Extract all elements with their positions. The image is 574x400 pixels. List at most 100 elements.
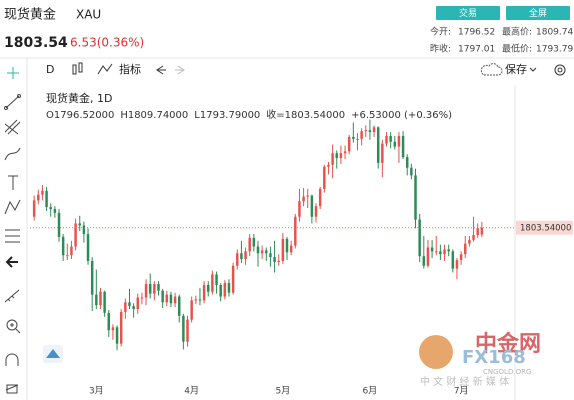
- candle-body: [397, 135, 401, 147]
- candle-body: [78, 223, 81, 226]
- candle-body: [310, 195, 314, 217]
- save-menu[interactable]: [529, 67, 537, 72]
- settings-icon: [557, 67, 563, 73]
- fullscreen-button-label[interactable]: 全屏: [529, 7, 547, 19]
- fullscreen-button[interactable]: [506, 6, 570, 20]
- candle-body: [343, 151, 347, 154]
- candle-body: [318, 188, 322, 207]
- candle-body: [194, 299, 198, 301]
- candle-body: [111, 327, 115, 331]
- candle-body: [244, 251, 247, 260]
- x-tick-label: 4月: [184, 386, 199, 397]
- candle-body: [277, 260, 280, 262]
- price-label: 1803.54000: [520, 223, 571, 233]
- candle-body: [153, 284, 156, 294]
- indicator-icon[interactable]: [97, 63, 113, 75]
- candle-body: [173, 296, 177, 304]
- candle-body: [223, 283, 227, 297]
- candle-body: [410, 167, 413, 176]
- candle-body: [434, 251, 438, 253]
- logo-icon: [46, 349, 60, 358]
- candle-body: [356, 138, 359, 140]
- candle-body: [49, 207, 52, 210]
- stat-label: 最高价:: [502, 26, 532, 38]
- interval-button[interactable]: D: [46, 63, 54, 76]
- candle-body: [339, 153, 343, 159]
- candle-body: [190, 300, 193, 320]
- candle-body: [447, 249, 450, 252]
- candle-body: [198, 299, 202, 301]
- candle-body: [289, 245, 293, 253]
- candle-body: [443, 249, 446, 255]
- candle-body: [219, 285, 222, 297]
- candle-body: [389, 135, 392, 142]
- candle-body: [418, 219, 421, 257]
- candle-body: [107, 312, 111, 331]
- legend-value: +6.53000 (+0.36%): [351, 110, 452, 121]
- stat-label: 今开:: [430, 26, 451, 38]
- last-price: 1803.54: [4, 35, 68, 51]
- candle-body: [294, 216, 297, 246]
- candle-body: [165, 294, 169, 303]
- candle-body: [140, 297, 144, 299]
- legend-value: O1796.52000: [46, 110, 114, 121]
- legend-title: 现货黄金, 1D: [46, 91, 112, 105]
- trade-button-label[interactable]: 交易: [459, 7, 477, 19]
- watermark-brand: 中金网: [475, 331, 541, 357]
- settings-button[interactable]: [554, 64, 566, 76]
- stat-value: 1796.52: [458, 28, 495, 38]
- cloud-icon[interactable]: [480, 63, 503, 76]
- watermark-site: CNGOLD.ORG: [483, 368, 531, 376]
- candle-body: [256, 246, 260, 254]
- candle-body: [381, 143, 384, 163]
- candle-body: [265, 250, 268, 254]
- drawing-tools[interactable]: [4, 67, 21, 394]
- candle-body: [82, 225, 86, 235]
- save-button[interactable]: 保存: [505, 62, 527, 76]
- candle-body: [207, 285, 210, 292]
- candle-body: [177, 296, 181, 316]
- candle-body: [281, 238, 285, 261]
- candle-body: [459, 254, 463, 260]
- candle-body: [186, 319, 189, 342]
- redo-button[interactable]: [175, 65, 185, 75]
- candle-body: [215, 274, 218, 285]
- candle-body: [422, 256, 426, 266]
- watermark-logo: [419, 335, 453, 369]
- candle-body: [331, 153, 334, 165]
- candle-body: [368, 130, 372, 133]
- candle-body: [372, 127, 376, 133]
- candle-body: [70, 246, 73, 256]
- undo-button[interactable]: [156, 65, 166, 75]
- candle-body: [376, 127, 380, 163]
- candle-body: [455, 260, 459, 269]
- candle-body: [236, 253, 239, 266]
- candle-body: [285, 238, 289, 253]
- candle-body: [248, 237, 251, 252]
- x-tick-label: 3月: [89, 386, 104, 397]
- stat-value: 1793.79: [536, 45, 573, 55]
- candle-body: [86, 234, 90, 261]
- x-tick-label: 6月: [363, 386, 378, 397]
- candle-body: [90, 260, 94, 295]
- candle-body: [260, 250, 264, 254]
- candle-body: [393, 141, 397, 147]
- candle-body: [211, 274, 214, 292]
- candle-body: [401, 135, 405, 158]
- candle-body: [124, 302, 127, 312]
- stat-value: 1809.74: [536, 28, 573, 38]
- watermark: 中金网 FX168 CNGOLD.ORG 中 文 财 经 新 媒 体: [419, 331, 541, 388]
- x-tick-label: 7月: [454, 386, 469, 397]
- candle-body: [53, 209, 57, 213]
- candle-body: [335, 153, 338, 159]
- candle-body: [231, 265, 235, 293]
- indicator-button[interactable]: 指标: [119, 62, 141, 76]
- candle-style-button[interactable]: [72, 62, 83, 75]
- candle-body: [103, 291, 106, 313]
- candle-body: [414, 175, 417, 220]
- trade-button[interactable]: [436, 6, 500, 20]
- candle-body: [476, 228, 479, 235]
- watermark-logo-text: FX168: [462, 347, 526, 368]
- candle-body: [227, 283, 231, 293]
